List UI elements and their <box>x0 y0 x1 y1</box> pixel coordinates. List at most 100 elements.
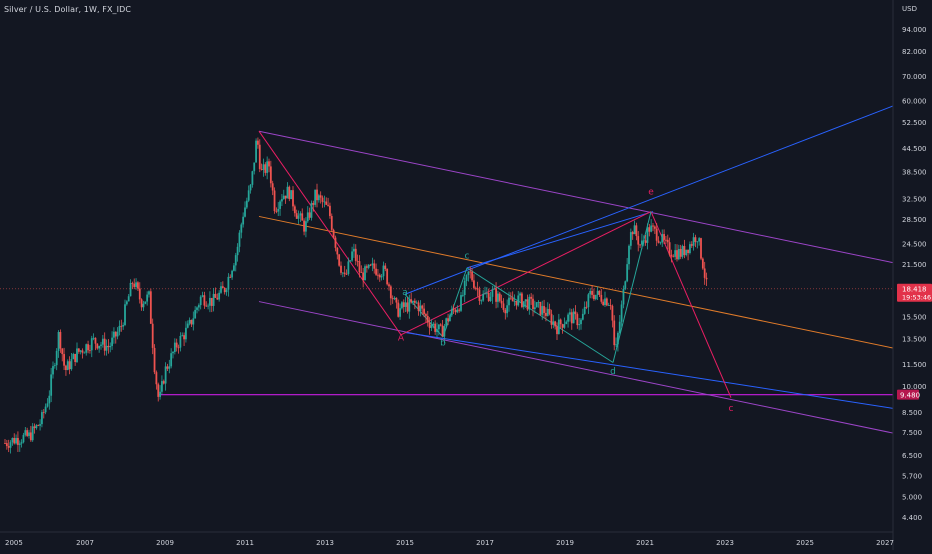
candle-body <box>482 293 485 301</box>
candle-body <box>332 229 335 238</box>
channel-lower-line <box>258 301 894 434</box>
candle-body <box>194 309 197 319</box>
candle-body <box>572 311 575 324</box>
candle-body <box>314 189 317 205</box>
candle-body <box>26 430 29 436</box>
candle-body <box>199 296 202 306</box>
candle-body <box>85 344 88 353</box>
price-tick-label: 38.500 <box>902 168 927 176</box>
blue-lower-line <box>404 332 894 409</box>
candle-body <box>297 215 300 219</box>
candle-body <box>700 238 702 259</box>
candle-body <box>670 254 673 257</box>
candle-body <box>639 244 641 246</box>
candle-body <box>421 305 424 309</box>
wave-label: c <box>465 251 470 261</box>
candle-body <box>443 326 446 337</box>
candle-body <box>498 293 501 301</box>
candle-body <box>18 443 21 445</box>
candle-body <box>692 237 695 246</box>
candle-body <box>556 326 558 335</box>
candle-body <box>131 282 134 284</box>
candle-body <box>77 348 80 352</box>
candle-body <box>201 295 204 297</box>
candle-body <box>511 298 514 302</box>
candle-body <box>439 324 442 326</box>
candle-body <box>317 195 320 201</box>
candle-body <box>146 294 149 302</box>
candle-body <box>434 323 437 332</box>
candle-body <box>663 234 665 240</box>
candle-body <box>635 225 638 237</box>
candle-body <box>114 331 117 337</box>
candle-body <box>262 164 265 170</box>
candle-body <box>282 195 285 200</box>
candle-body <box>530 296 533 299</box>
candle-body <box>570 312 573 324</box>
candle-body <box>674 250 677 257</box>
candle-body <box>170 353 173 367</box>
candle-body <box>629 232 632 246</box>
candle-body <box>524 299 527 302</box>
candle-body <box>305 221 307 232</box>
candle-body <box>227 276 230 290</box>
candle-body <box>473 280 475 288</box>
candle-body <box>567 314 569 322</box>
candle-body <box>20 442 23 444</box>
candle-body <box>13 437 16 444</box>
candle-body <box>349 260 352 262</box>
candle-body <box>249 184 252 191</box>
candle-body <box>210 297 213 306</box>
candle-body <box>161 381 163 392</box>
candle-body <box>550 313 553 325</box>
candle-body <box>81 350 84 353</box>
candle-body <box>460 295 462 311</box>
candle-body <box>181 335 184 336</box>
support-level-badge <box>897 389 919 400</box>
candle-body <box>207 305 209 307</box>
candle-body <box>593 294 595 300</box>
candle-body <box>480 300 483 302</box>
candle-body <box>111 337 113 346</box>
candle-body <box>303 220 305 232</box>
candle-body <box>127 296 130 302</box>
price-tick-label: 11.500 <box>902 361 927 369</box>
candle-body <box>125 301 128 305</box>
time-tick-label: 2021 <box>636 539 654 547</box>
candle-body <box>334 237 337 248</box>
candle-body <box>107 345 110 348</box>
candle-body <box>74 353 77 363</box>
candle-body <box>637 236 640 245</box>
blue-c-e-line <box>466 211 654 269</box>
price-tick-label: 13.500 <box>902 335 927 343</box>
candle-body <box>469 271 472 273</box>
candle-body <box>559 319 562 325</box>
candle-body <box>373 263 376 269</box>
candle-body <box>360 272 363 274</box>
candle-body <box>380 276 383 278</box>
candle-body <box>358 261 361 273</box>
candle-body <box>63 354 65 366</box>
candle-body <box>574 311 577 315</box>
candle-body <box>29 432 32 441</box>
candle-body <box>116 331 119 337</box>
candle-body <box>120 325 123 327</box>
symbol-title[interactable]: Silver / U.S. Dollar, 1W, FX_IDC <box>4 5 132 14</box>
candle-body <box>618 321 621 333</box>
price-tick-label: 8.500 <box>902 409 922 417</box>
candle-body <box>319 195 322 198</box>
candle-body <box>301 213 304 221</box>
price-tick-label: 70.000 <box>902 73 927 81</box>
candle-body <box>5 443 8 447</box>
candle-body <box>461 295 464 296</box>
candle-body <box>61 348 64 355</box>
candle-body <box>31 426 34 441</box>
candle-body <box>657 240 660 243</box>
red-wave-2 <box>400 211 652 336</box>
candle-body <box>683 245 686 256</box>
candle-body <box>522 301 525 307</box>
candle-body <box>641 240 643 245</box>
candle-body <box>371 263 374 266</box>
